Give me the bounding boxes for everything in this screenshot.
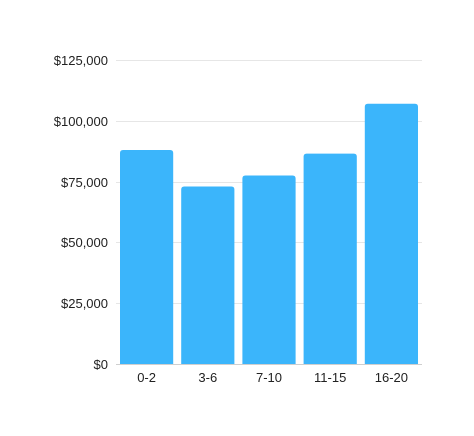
bars-layer bbox=[120, 103, 418, 364]
y-tick-label: $0 bbox=[94, 357, 108, 372]
x-tick-label: 11-15 bbox=[314, 370, 346, 385]
y-axis: $0 $25,000 $50,000 $75,000 $100,000 $125,000 bbox=[54, 53, 108, 372]
x-tick-label: 7-10 bbox=[256, 370, 282, 385]
x-axis: 0-2 3-6 7-10 11-15 16-20 bbox=[137, 370, 408, 385]
bar-11-15 bbox=[303, 153, 357, 364]
y-tick-label: $125,000 bbox=[54, 53, 108, 68]
x-tick-label: 0-2 bbox=[137, 370, 156, 385]
bar-7-10 bbox=[242, 175, 296, 364]
x-tick-label: 16-20 bbox=[375, 370, 408, 385]
y-tick-label: $50,000 bbox=[61, 235, 108, 250]
y-tick-label: $100,000 bbox=[54, 114, 108, 129]
y-tick-label: $25,000 bbox=[61, 296, 108, 311]
bar-3-6 bbox=[181, 186, 235, 364]
bar-0-2 bbox=[120, 149, 174, 364]
x-tick-label: 3-6 bbox=[198, 370, 217, 385]
bar-16-20 bbox=[364, 103, 418, 364]
y-tick-label: $75,000 bbox=[61, 175, 108, 190]
